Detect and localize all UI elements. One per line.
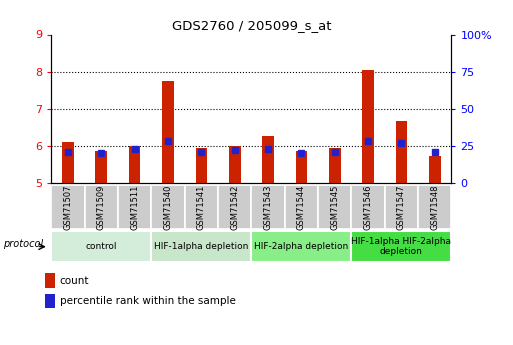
Text: GSM71542: GSM71542: [230, 184, 239, 230]
Bar: [95, 151, 107, 183]
Text: HIF-1alpha HIF-2alpha
depletion: HIF-1alpha HIF-2alpha depletion: [351, 237, 451, 256]
Text: GSM71547: GSM71547: [397, 184, 406, 230]
FancyBboxPatch shape: [285, 185, 318, 229]
FancyBboxPatch shape: [151, 231, 251, 262]
FancyBboxPatch shape: [351, 185, 385, 229]
Text: protocol: protocol: [3, 239, 43, 248]
Text: GSM71507: GSM71507: [64, 184, 72, 230]
FancyBboxPatch shape: [318, 185, 351, 229]
Bar: [62, 142, 74, 183]
Bar: [329, 148, 341, 183]
Bar: [295, 151, 307, 183]
Text: GSM71540: GSM71540: [164, 184, 172, 230]
Bar: [362, 70, 374, 183]
FancyBboxPatch shape: [218, 185, 251, 229]
FancyBboxPatch shape: [351, 231, 451, 262]
Text: GSM71509: GSM71509: [97, 184, 106, 230]
FancyBboxPatch shape: [151, 185, 185, 229]
FancyBboxPatch shape: [251, 185, 285, 229]
FancyBboxPatch shape: [251, 231, 351, 262]
Title: GDS2760 / 205099_s_at: GDS2760 / 205099_s_at: [172, 19, 331, 32]
Bar: [162, 81, 174, 183]
Text: control: control: [86, 242, 117, 251]
Text: GSM71511: GSM71511: [130, 184, 139, 230]
Text: count: count: [60, 276, 89, 286]
Text: GSM71546: GSM71546: [364, 184, 372, 230]
Text: GSM71548: GSM71548: [430, 184, 439, 230]
Text: GSM71545: GSM71545: [330, 184, 339, 230]
Bar: [429, 156, 441, 183]
Bar: [195, 148, 207, 183]
Bar: [45, 273, 55, 288]
Text: HIF-2alpha depletion: HIF-2alpha depletion: [254, 242, 348, 251]
Text: percentile rank within the sample: percentile rank within the sample: [60, 296, 235, 306]
Bar: [262, 137, 274, 183]
FancyBboxPatch shape: [118, 185, 151, 229]
Text: GSM71544: GSM71544: [297, 184, 306, 230]
FancyBboxPatch shape: [418, 185, 451, 229]
Text: HIF-1alpha depletion: HIF-1alpha depletion: [154, 242, 248, 251]
FancyBboxPatch shape: [185, 185, 218, 229]
Text: GSM71543: GSM71543: [264, 184, 272, 230]
Bar: [129, 146, 141, 183]
FancyBboxPatch shape: [51, 231, 151, 262]
FancyBboxPatch shape: [51, 185, 85, 229]
Bar: [229, 146, 241, 183]
Text: GSM71541: GSM71541: [197, 184, 206, 230]
FancyBboxPatch shape: [85, 185, 118, 229]
Bar: [45, 294, 55, 308]
Bar: [396, 120, 407, 183]
FancyBboxPatch shape: [385, 185, 418, 229]
